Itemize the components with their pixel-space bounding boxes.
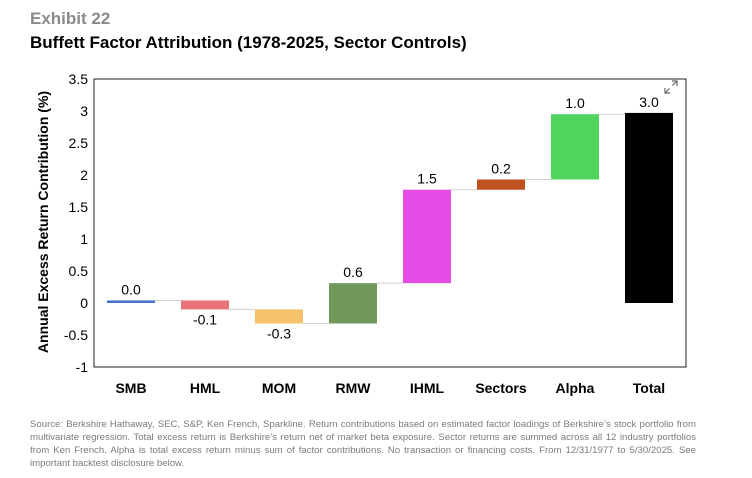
exhibit-label: Exhibit 22	[30, 9, 111, 28]
x-tick-label: IHML	[410, 380, 445, 396]
y-tick-label: 1.5	[69, 199, 89, 215]
y-axis-label: Annual Excess Return Contribution (%)	[35, 91, 51, 353]
x-tick-label: HML	[190, 380, 221, 396]
x-tick-label: MOM	[262, 380, 296, 396]
x-tick-label: RMW	[336, 380, 372, 396]
waterfall-chart: 0.0 -0.1 -0.3 0.6 1.5 0.2 1.0 3.0 -1 -0.5 0 0.5 1 1.…	[35, 71, 687, 396]
data-label-smb: 0.0	[121, 281, 141, 297]
x-axis-ticks: SMB HML MOM RMW IHML Sectors Alpha Total	[115, 380, 665, 396]
y-tick-label: 0.5	[69, 263, 89, 279]
bar-alpha	[551, 114, 599, 180]
y-tick-label: 2.5	[69, 135, 89, 151]
data-label-sectors: 0.2	[491, 160, 511, 176]
bar-ihml	[403, 189, 451, 284]
x-tick-label: Sectors	[475, 380, 527, 396]
data-label-mom: -0.3	[267, 325, 291, 341]
bar-mom	[255, 309, 303, 324]
y-tick-label: 1	[80, 231, 88, 247]
y-tick-label: 3	[80, 103, 88, 119]
x-tick-label: Alpha	[556, 380, 595, 396]
bar-hml	[181, 300, 229, 310]
x-tick-label: SMB	[115, 380, 146, 396]
y-tick-label: -0.5	[64, 327, 88, 343]
chart-title: Buffett Factor Attribution (1978-2025, S…	[30, 33, 467, 52]
plot-frame	[93, 78, 687, 368]
y-tick-label: 2	[80, 167, 88, 183]
data-label-hml: -0.1	[193, 311, 217, 327]
bars	[107, 112, 673, 324]
y-tick-label: 0	[80, 295, 88, 311]
y-axis-ticks: -1 -0.5 0 0.5 1 1.5 2 2.5 3 3.5	[64, 71, 88, 375]
y-tick-label: -1	[76, 359, 89, 375]
bar-sectors	[477, 179, 525, 190]
data-label-alpha: 1.0	[565, 95, 585, 111]
bar-total	[625, 112, 673, 303]
data-labels: 0.0 -0.1 -0.3 0.6 1.5 0.2 1.0 3.0	[121, 94, 659, 342]
y-tick-label: 3.5	[69, 71, 89, 87]
x-tick-label: Total	[633, 380, 665, 396]
source-note: Source: Berkshire Hathaway, SEC, S&P, Ke…	[30, 419, 696, 469]
data-label-total: 3.0	[639, 94, 659, 110]
data-label-ihml: 1.5	[417, 171, 437, 187]
bar-rmw	[329, 283, 377, 324]
plot-border	[93, 78, 687, 368]
bar-smb	[107, 300, 155, 303]
data-label-rmw: 0.6	[343, 264, 363, 280]
connector-lines	[155, 113, 625, 324]
expand-icon[interactable]	[664, 80, 678, 94]
